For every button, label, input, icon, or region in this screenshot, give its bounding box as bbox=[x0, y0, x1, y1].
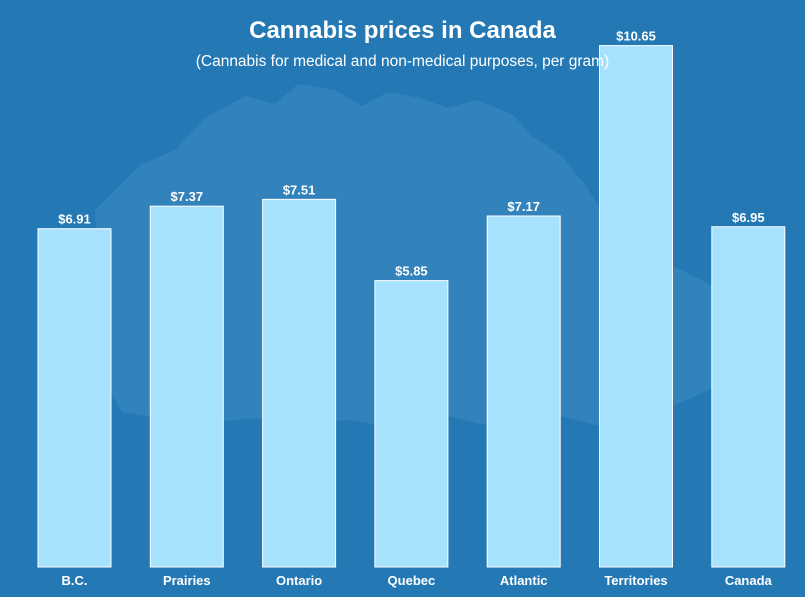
bar-prairies bbox=[149, 205, 224, 568]
category-label: Ontario bbox=[276, 573, 322, 588]
value-label: $6.95 bbox=[732, 210, 765, 225]
value-label: $7.51 bbox=[283, 182, 316, 197]
value-label: $6.91 bbox=[58, 212, 91, 227]
category-label: Territories bbox=[604, 573, 667, 588]
bars-group bbox=[37, 45, 786, 568]
bar-territories bbox=[599, 45, 673, 568]
category-label: Quebec bbox=[388, 573, 436, 588]
category-labels-group: B.C. Prairies Ontario Quebec Atlantic Territo… bbox=[62, 573, 773, 588]
value-labels-group: $6.91 $7.37 $7.51 $5.85 $7.17 $10.65 $6.95 bbox=[58, 29, 764, 279]
canada-map-silhouette bbox=[95, 84, 760, 430]
value-label: $7.37 bbox=[171, 189, 204, 204]
category-label: Atlantic bbox=[500, 573, 548, 588]
value-label: $7.17 bbox=[507, 199, 540, 214]
chart-title: Cannabis prices in Canada bbox=[249, 17, 556, 44]
category-label: Prairies bbox=[163, 573, 211, 588]
chart-subtitle: (Cannabis for medical and non-medical pu… bbox=[195, 53, 610, 70]
bar-b-c bbox=[37, 228, 112, 568]
value-label: $5.85 bbox=[395, 264, 428, 279]
value-label: $10.65 bbox=[616, 29, 656, 44]
bar-atlantic bbox=[486, 215, 561, 568]
bar-canada bbox=[711, 226, 786, 568]
bar-quebec bbox=[374, 280, 449, 568]
category-label: Canada bbox=[725, 573, 773, 588]
category-label: B.C. bbox=[62, 573, 88, 588]
bar-ontario bbox=[262, 198, 337, 568]
